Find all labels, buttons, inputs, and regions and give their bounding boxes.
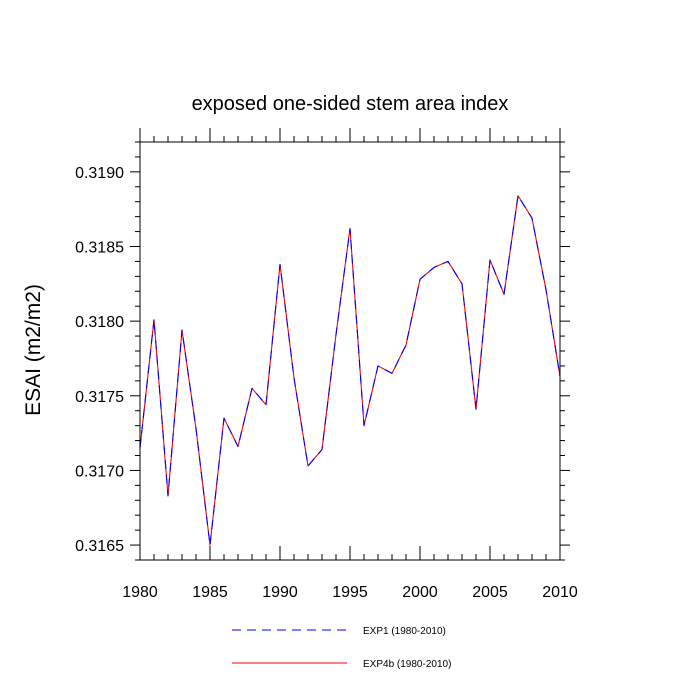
series-lines bbox=[139, 195, 561, 546]
legend-label-exp4b: EXP4b (1980-2010) bbox=[363, 659, 451, 670]
y-tick-label: 0.3165 bbox=[75, 538, 124, 555]
y-tick-label: 0.3180 bbox=[75, 314, 124, 331]
legend-label-exp1: EXP1 (1980-2010) bbox=[363, 626, 446, 637]
chart-title: exposed one-sided stem area index bbox=[192, 93, 509, 115]
y-tick-label: 0.3175 bbox=[75, 389, 124, 406]
y-tick-label: 0.3190 bbox=[75, 165, 124, 182]
y-tick-label: 0.3170 bbox=[75, 463, 124, 480]
series-line-exp4b bbox=[139, 195, 561, 546]
series-line-exp1 bbox=[139, 195, 561, 546]
axis-ticks: 1980 1985 1990 1995 2000 2005 2010 0.3165 0.3170… bbox=[75, 128, 578, 601]
x-tick-label: 1995 bbox=[332, 584, 368, 601]
x-tick-label: 2005 bbox=[472, 584, 508, 601]
legend: EXP1 (1980-2010) EXP4b (1980-2010) bbox=[232, 626, 451, 670]
x-tick-label: 1980 bbox=[122, 584, 158, 601]
y-tick-label: 0.3185 bbox=[75, 240, 124, 257]
x-tick-label: 2010 bbox=[542, 584, 578, 601]
plot-frame bbox=[139, 141, 561, 561]
x-tick-label: 1990 bbox=[262, 584, 298, 601]
x-tick-label: 1985 bbox=[192, 584, 228, 601]
x-tick-label: 2000 bbox=[402, 584, 438, 601]
y-axis-label: ESAI (m2/m2) bbox=[22, 284, 45, 416]
